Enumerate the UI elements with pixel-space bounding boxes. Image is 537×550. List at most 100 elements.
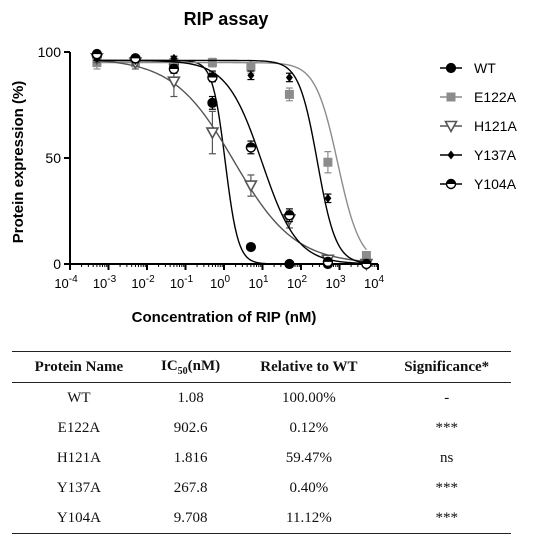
- cell-ic50: 902.6: [173, 419, 208, 436]
- table-row: Y104A 9.708 11.12% ***: [12, 503, 511, 534]
- legend-item-wt: WT: [440, 60, 496, 76]
- table-row: E122A 902.6 0.12% ***: [12, 413, 511, 443]
- x-tick-label: 10-4: [54, 274, 78, 291]
- x-tick-base: 10: [210, 276, 224, 291]
- table-row: Y137A 267.8 0.40% ***: [12, 473, 511, 503]
- data-point: [207, 58, 217, 68]
- cell-relative: 59.47%: [285, 449, 332, 466]
- cell-significance: ns: [440, 449, 454, 466]
- header-ic50-unit: (nM): [187, 357, 221, 374]
- table-row: H121A 1.816 59.47% ns: [12, 443, 511, 473]
- x-tick-label: 103: [325, 274, 345, 291]
- cell-ic50: 9.708: [145, 503, 236, 534]
- legend-marker: [445, 62, 457, 74]
- data-point: [245, 142, 257, 153]
- x-tick-exponent: 3: [340, 274, 346, 285]
- cell-relative: 0.40%: [289, 479, 329, 496]
- legend-marker: [447, 150, 455, 160]
- header-ic50-base: IC: [160, 357, 178, 374]
- cell-protein: H121A: [56, 449, 101, 466]
- header-relative-to-wt: Relative to WT: [235, 351, 383, 383]
- x-tick-base: 10: [364, 276, 378, 291]
- x-tick-exponent: 0: [224, 274, 230, 285]
- marker-half-fill: [130, 53, 140, 59]
- data-point: [284, 89, 294, 99]
- legend-label: H121A: [474, 118, 517, 134]
- cell-ic50: 1.08: [177, 389, 204, 406]
- marker-half-fill: [169, 64, 179, 69]
- cell-protein: E122A: [57, 419, 101, 436]
- data-point: [167, 76, 181, 89]
- data-point: [324, 193, 332, 203]
- data-point: [361, 258, 372, 270]
- x-tick-base: 10: [248, 276, 262, 291]
- y-tick-label: 50: [45, 150, 61, 166]
- cell-significance: ***: [435, 419, 458, 436]
- x-tick-label: 10-3: [93, 274, 117, 291]
- marker-half-fill: [284, 210, 294, 216]
- legend-marker: [446, 92, 456, 102]
- cell-significance: -: [444, 389, 450, 406]
- cell-protein: Y137A: [56, 479, 101, 496]
- x-tick-label: 10-2: [131, 274, 155, 291]
- data-point: [246, 62, 256, 72]
- table-header-row: Protein Name IC50(nM) Relative to WT Sig…: [12, 351, 511, 383]
- x-tick-exponent: -1: [184, 274, 193, 285]
- marker-half-fill: [323, 257, 333, 262]
- chart-title: RIP assay: [184, 9, 269, 29]
- x-tick-exponent: 1: [263, 274, 269, 285]
- cell-ic50: 1.816: [173, 449, 208, 466]
- fit-curve: [96, 59, 367, 263]
- header-ic50-subscript: 50: [177, 365, 188, 377]
- legend-marker: [445, 178, 457, 190]
- data-point: [361, 251, 371, 261]
- cell-ic50: 267.8: [173, 479, 208, 496]
- series-y104a: [91, 48, 372, 270]
- cell-relative: 0.12%: [289, 419, 329, 436]
- y-axis-label: Protein expression (%): [10, 81, 27, 244]
- x-tick-base: 10: [93, 276, 107, 291]
- header-ic50: IC50(nM): [145, 351, 236, 383]
- table-row: WT 1.08 100.00% -: [12, 383, 511, 414]
- data-point: [207, 72, 218, 83]
- header-significance: Significance*: [382, 351, 511, 383]
- legend-label: WT: [474, 60, 496, 76]
- y-tick-label: 0: [53, 256, 61, 272]
- marker-half-fill: [246, 142, 256, 148]
- data-point: [170, 53, 178, 63]
- marker-half-fill: [446, 179, 456, 184]
- x-tick-base: 10: [325, 276, 339, 291]
- x-tick-label: 100: [210, 274, 230, 291]
- data-point: [285, 72, 293, 82]
- legend-marker: [444, 120, 458, 134]
- cell-protein: Y104A: [12, 503, 146, 534]
- data-point: [245, 241, 257, 253]
- y-tick-label: 100: [38, 44, 62, 60]
- cell-significance: ***: [382, 503, 511, 534]
- legend-item-y137a: Y137A: [440, 147, 517, 163]
- legend-item-y104a: Y104A: [440, 176, 517, 192]
- x-tick-base: 10: [170, 276, 184, 291]
- data-point: [168, 63, 180, 75]
- data-point: [247, 70, 255, 80]
- x-tick-label: 10-1: [170, 274, 194, 291]
- x-tick-exponent: 4: [378, 274, 384, 285]
- x-tick-label: 101: [248, 274, 268, 291]
- x-tick-label: 102: [287, 274, 307, 291]
- data-point: [91, 48, 103, 60]
- data-point: [284, 258, 295, 270]
- marker-half-fill: [207, 72, 217, 78]
- data-point: [207, 97, 218, 108]
- header-protein-name: Protein Name: [12, 351, 146, 383]
- legend-item-h121a: H121A: [440, 118, 517, 134]
- legend-label: Y104A: [474, 176, 517, 192]
- cell-relative: 11.12%: [235, 503, 383, 534]
- data-point: [205, 127, 220, 140]
- legend-item-e122a: E122A: [440, 89, 517, 105]
- legend-label: E122A: [474, 89, 517, 105]
- cell-relative: 100.00%: [281, 389, 336, 406]
- data-point: [130, 53, 141, 64]
- data-point: [244, 180, 258, 193]
- x-tick-exponent: -2: [146, 274, 155, 285]
